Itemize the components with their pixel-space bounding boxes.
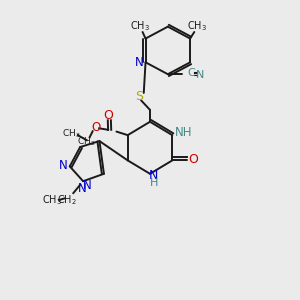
Text: CH$_2$: CH$_2$: [76, 135, 95, 148]
Text: O: O: [91, 121, 100, 134]
Text: S: S: [136, 90, 144, 103]
Text: N: N: [78, 182, 87, 195]
Text: C: C: [188, 68, 196, 78]
Text: H: H: [149, 178, 158, 188]
Text: CH$_3$: CH$_3$: [42, 194, 62, 207]
Text: N: N: [149, 169, 158, 182]
Text: N: N: [83, 179, 92, 192]
Text: N: N: [59, 159, 68, 172]
Text: CH$_3$: CH$_3$: [187, 19, 207, 33]
Text: O: O: [188, 153, 198, 166]
Text: N: N: [135, 56, 143, 69]
Text: CH$_2$: CH$_2$: [58, 193, 77, 207]
Text: O: O: [103, 109, 113, 122]
Text: CH$_3$: CH$_3$: [62, 128, 80, 140]
Text: N: N: [196, 70, 204, 80]
Text: NH: NH: [175, 126, 192, 139]
Text: CH$_3$: CH$_3$: [130, 19, 150, 33]
